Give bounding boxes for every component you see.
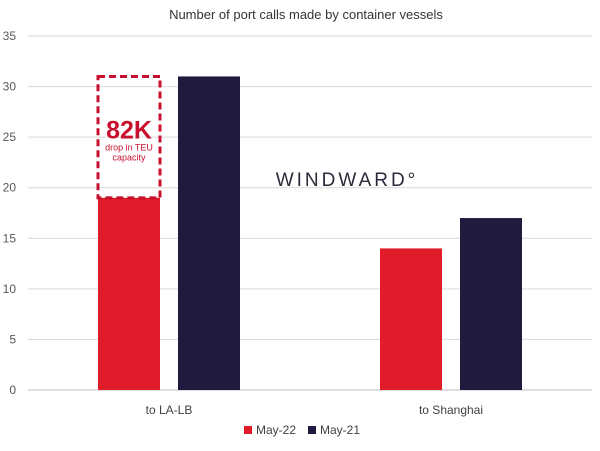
y-tick-label-20: 20: [3, 181, 17, 195]
bars: [98, 76, 522, 390]
y-tick-label-0: 0: [9, 383, 16, 397]
legend-label-may-21: May-21: [320, 423, 360, 437]
y-tick-label-10: 10: [3, 282, 17, 296]
y-tick-label-25: 25: [3, 130, 17, 144]
bar-may-22-to-la-lb: [98, 197, 160, 390]
y-tick-label-30: 30: [3, 80, 17, 94]
x-axis-tick-labels: to LA-LB to Shanghai: [146, 403, 483, 417]
bar-may-21-to-shanghai: [460, 218, 522, 390]
bar-may-22-to-shanghai: [380, 248, 442, 390]
y-axis-tick-labels: 0 5 10 15 20 25 30 35: [3, 29, 17, 397]
bar-may-21-to-la-lb: [178, 76, 240, 390]
windward-watermark: WINDWARD°: [276, 170, 419, 191]
annotation-headline: 82K: [106, 116, 152, 144]
annotation-line1: drop in TEU: [105, 142, 153, 152]
y-tick-label-15: 15: [3, 231, 17, 245]
y-tick-label-35: 35: [3, 29, 17, 43]
chart-title: Number of port calls made by container v…: [169, 7, 443, 22]
annotation-line2: capacity: [112, 152, 146, 162]
legend-swatch-may-22: [244, 426, 252, 434]
annotation-dashed-box: [96, 74, 162, 200]
legend: May-22 May-21: [244, 423, 360, 437]
x-tick-label-to-la-lb: to LA-LB: [146, 403, 193, 417]
legend-label-may-22: May-22: [256, 423, 296, 437]
y-tick-label-5: 5: [9, 332, 16, 346]
legend-swatch-may-21: [308, 426, 316, 434]
x-tick-label-to-shanghai: to Shanghai: [419, 403, 483, 417]
